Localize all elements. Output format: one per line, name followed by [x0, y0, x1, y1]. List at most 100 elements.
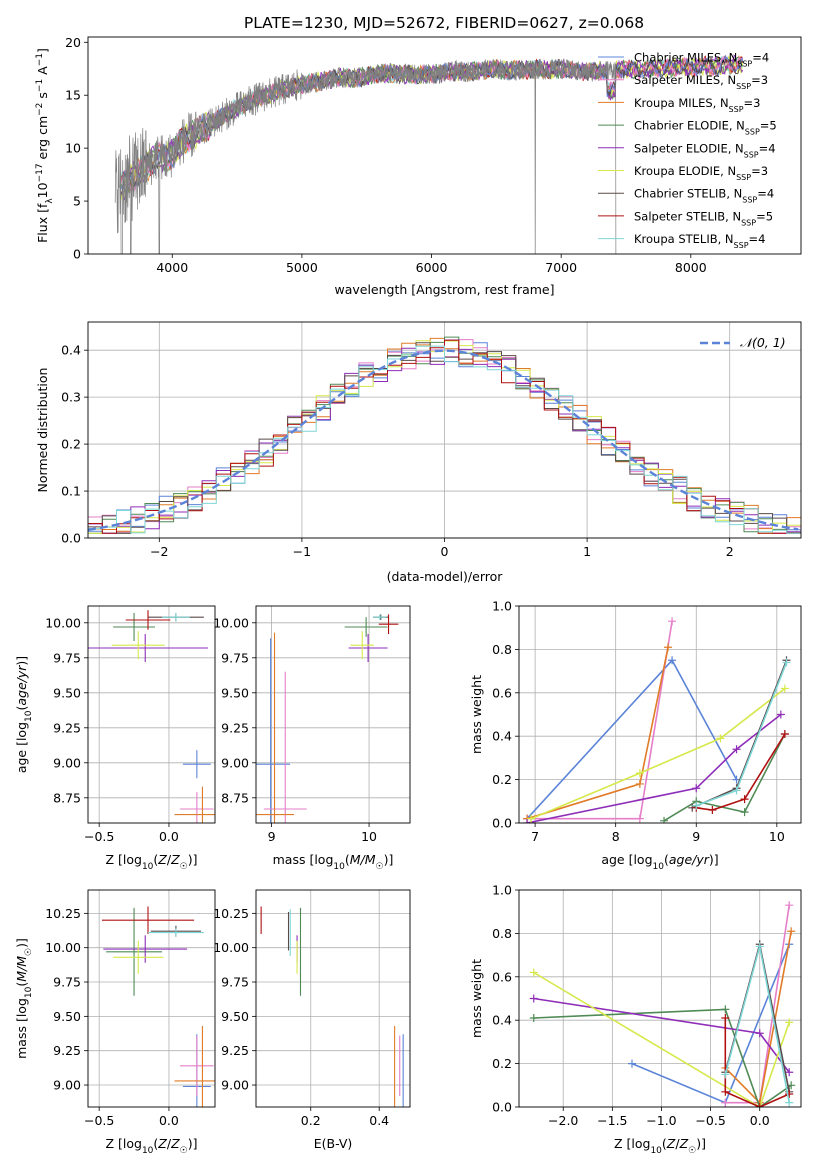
weight-vs-z-marker-4-0: [529, 994, 538, 1003]
weight-vs-age-ylabel: mass weight: [469, 675, 484, 754]
mass-vs-ebv-ytick-label: 9.75: [221, 975, 249, 990]
age-vs-mass-ytick-label: 9.00: [221, 755, 249, 770]
weight-vs-age-marker-1-2: [668, 617, 677, 626]
age-vs-mass-ytick-label: 10.00: [213, 615, 249, 630]
legend-entry-4: Salpeter ELODIE, NSSP=4: [634, 141, 776, 159]
residuals-xtick-label: 2: [726, 544, 734, 559]
weight-vs-z-marker-7-3: [785, 1089, 794, 1098]
weight-vs-age-xtick-label: 7: [531, 829, 539, 844]
weight-vs-age-xtick-label: 9: [692, 829, 700, 844]
residuals-panel: −2 −1 0 1 2 0.0 0.1 0.2 0.3 0.4: [61, 321, 802, 559]
weight-vs-z-ytick-label: 1.0: [492, 883, 512, 898]
weight-vs-age-marker-4-3: [776, 710, 785, 719]
mass-vs-ebv-ytick-label: 9.50: [221, 1009, 249, 1024]
weight-vs-age-line-1: [527, 621, 673, 820]
mass-vs-z-ytick-label: 9.25: [53, 1043, 81, 1058]
weight-vs-z-marker-7-0: [721, 1014, 730, 1023]
weight-vs-z-ytick-label: 0.4: [492, 1013, 512, 1028]
spectrum-frame: [87, 36, 802, 255]
weight-vs-z-ytick-label: 0.6: [492, 969, 512, 984]
weight-vs-age-marker-2-2: [664, 643, 673, 652]
residuals-xtick-label: 1: [583, 544, 591, 559]
residuals-ytick-label: 0.2: [61, 437, 81, 452]
weight-vs-age-marker-5-2: [716, 734, 725, 743]
weight-vs-z-marker-3-0: [529, 1014, 538, 1023]
age-vs-mass-ytick-label: 9.50: [221, 685, 249, 700]
mass-vs-ebv-xlabel: E(B-V): [314, 1136, 353, 1151]
mass-vs-ebv-ytick-label: 9.25: [221, 1043, 249, 1058]
weight-vs-z-line-7: [724, 1018, 790, 1107]
age-vs-z-ytick-label: 9.75: [53, 650, 81, 665]
weight-vs-age-xtick-label: 10: [769, 829, 785, 844]
weight-vs-z-marker-8-0: [721, 1070, 730, 1079]
weight-vs-age-marker-2-1: [635, 779, 644, 788]
weight-vs-age-marker-4-1: [692, 784, 701, 793]
legend-entry-0: Chabrier MILES, NSSP=4: [634, 51, 769, 69]
weight-vs-z-marker-0-0: [627, 1059, 636, 1068]
weight-vs-z-marker-7-1: [721, 1087, 730, 1096]
weight-vs-z-xtick-label: −1.0: [646, 1113, 676, 1128]
weight-vs-z-ylabel: mass weight: [469, 959, 484, 1038]
figure-title: PLATE=1230, MJD=52672, FIBERID=0627, z=0…: [244, 14, 644, 32]
weight-vs-z-ytick-label: 0.8: [492, 926, 512, 941]
weight-vs-z-marker-1-2: [785, 901, 794, 910]
gaussian-curve: [88, 349, 799, 531]
spectrum-data-line: [114, 58, 617, 254]
residuals-xlabel: (data-model)/error: [387, 569, 504, 584]
weight-vs-z-xtick-label: −1.5: [597, 1113, 627, 1128]
spectrum-ytick-label: 0: [73, 247, 81, 262]
mass-vs-ebv-frame: [255, 889, 411, 1108]
spectrum-ylabel: Flux [fλ10−17 erg cm−2 s−1 A−1]: [35, 48, 55, 243]
age-vs-z-ytick-label: 8.75: [53, 790, 81, 805]
spectrum-xtick-label: 6000: [416, 260, 448, 275]
age-vs-mass-ytick-label: 9.25: [221, 720, 249, 735]
age-vs-mass-ytick-label: 8.75: [221, 790, 249, 805]
weight-vs-age-xtick-label: 8: [612, 829, 620, 844]
mass-vs-ebv-ytick-label: 10.00: [213, 940, 249, 955]
weight-vs-age-ytick-label: 0.6: [492, 685, 512, 700]
weight-vs-age-line-8: [696, 662, 788, 807]
weight-vs-age-line-5: [530, 687, 786, 820]
mass-vs-z-ytick-label: 10.00: [45, 940, 81, 955]
weight-vs-age-line-2: [526, 647, 669, 820]
age-vs-mass-xlabel: mass [log10(M/M☉)]: [273, 852, 394, 872]
age-vs-z-xlabel: Z [log10(Z/Z☉)]: [105, 852, 197, 872]
weight-vs-z-line-1: [725, 905, 790, 1104]
weight-vs-age-ytick-label: 0.0: [492, 816, 512, 831]
age-vs-z-ytick-label: 9.00: [53, 755, 81, 770]
mass-vs-z-xtick-label: −0.5: [84, 1113, 114, 1128]
age-vs-z-xtick-label: −0.5: [84, 829, 114, 844]
legend-entry-3: Chabrier ELODIE, NSSP=5: [634, 119, 777, 137]
weight-vs-age-xlabel: age [log10(age/yr)]: [601, 852, 718, 872]
mass-vs-z-panel: −0.5 0.0 9.00 9.25 9.50 9.75 10.00 10.25: [45, 889, 216, 1128]
weight-vs-z-frame: [518, 889, 802, 1108]
legend-entry-7: Salpeter STELIB, NSSP=5: [634, 209, 773, 227]
spectrum-xlabel: wavelength [Angstrom, rest frame]: [334, 282, 554, 297]
mass-vs-z-frame: [87, 889, 216, 1108]
age-vs-mass-frame: [255, 605, 411, 824]
mass-vs-z-ytick-label: 10.25: [45, 906, 81, 921]
mass-vs-z-ytick-label: 9.00: [53, 1078, 81, 1093]
weight-vs-age-marker-7-2: [740, 795, 749, 804]
spectrum-panel: 4000 5000 6000 7000 8000 0 5 10 15 20: [65, 35, 802, 275]
weight-vs-z-marker-1-0: [721, 1098, 730, 1107]
residuals-ytick-label: 0.4: [61, 343, 81, 358]
mass-vs-ebv-xtick-label: 0.4: [369, 1113, 389, 1128]
weight-vs-age-marker-5-0: [527, 814, 536, 823]
weight-vs-age-marker-5-3: [780, 684, 789, 693]
weight-vs-age-plot-area: [523, 617, 791, 823]
weight-vs-z-line-3: [533, 1008, 792, 1107]
mass-vs-ebv-plot-area: [260, 906, 404, 1107]
age-vs-mass-xtick-label: 10: [361, 829, 377, 844]
weight-vs-age-line-0: [526, 658, 738, 820]
weight-vs-z-marker-4-2: [785, 1068, 794, 1077]
spectrum-ytick-label: 5: [73, 194, 81, 209]
legend-entry-8: Kroupa STELIB, NSSP=4: [634, 232, 765, 250]
weight-vs-z-ytick-label: 0.0: [492, 1100, 512, 1115]
residuals-plot-area: [88, 336, 801, 534]
mass-vs-z-ytick-label: 9.50: [53, 1009, 81, 1024]
weight-vs-age-panel: 7 8 9 10 0.0 0.2 0.4 0.6 0.8 1.0: [492, 599, 802, 844]
weight-vs-z-marker-8-2: [785, 1098, 794, 1107]
weight-vs-age-ytick-label: 0.2: [492, 772, 512, 787]
mass-vs-ebv-xtick-label: 0.2: [301, 1113, 321, 1128]
